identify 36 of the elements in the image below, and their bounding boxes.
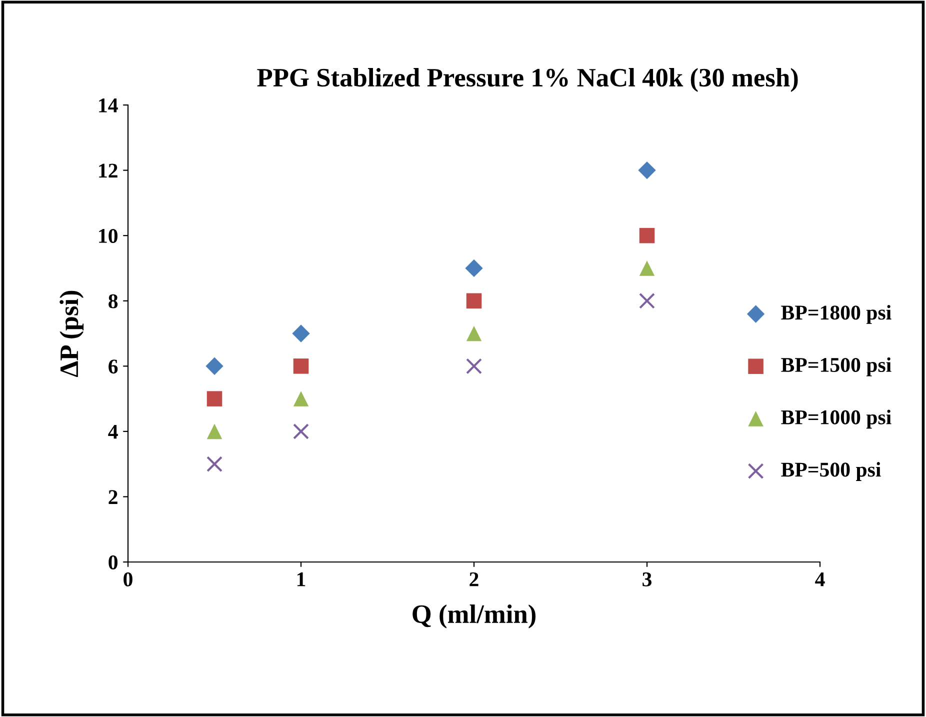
x-tick-label: 4 [815, 572, 825, 586]
point [465, 259, 483, 278]
point [639, 228, 655, 244]
x-tick-label: 3 [642, 572, 652, 586]
y-tick-label: 8 [108, 294, 118, 308]
x-tick-label: 2 [470, 572, 478, 586]
point [206, 456, 222, 472]
legend-label: BP=1000 psi [781, 410, 892, 429]
y-tick-label: 14 [99, 98, 118, 112]
x-tick-label: 0 [124, 572, 132, 586]
y-tick-label: 0 [108, 555, 118, 570]
legend-label: BP=500 psi [781, 462, 881, 481]
legend-label: BP=1500 psi [781, 357, 892, 376]
point [293, 423, 309, 440]
legend-label: BP=1800 psi [781, 304, 892, 324]
point [292, 324, 310, 342]
x-tick-label: 1 [297, 572, 306, 586]
point [639, 292, 655, 309]
point [206, 357, 224, 375]
y-tick-label: 4 [108, 424, 118, 439]
y-tick-label: 10 [99, 228, 118, 244]
y-tick-label: 2 [108, 490, 118, 504]
point [638, 161, 656, 180]
y-tick-label: 12 [99, 164, 118, 178]
y-axis-title: ΔP (psi) [60, 290, 84, 377]
chart-title: PPG Stablized Pressure 1% NaCl 40k (30 mesh) [257, 68, 798, 92]
point [466, 326, 482, 342]
point [206, 391, 222, 406]
y-tick-label: 6 [108, 360, 118, 374]
point [466, 358, 482, 374]
point [206, 424, 222, 440]
x-axis-title: Q (ml/min) [412, 604, 536, 628]
point [293, 391, 309, 406]
point [293, 358, 309, 374]
point [466, 293, 482, 308]
point [639, 260, 655, 276]
